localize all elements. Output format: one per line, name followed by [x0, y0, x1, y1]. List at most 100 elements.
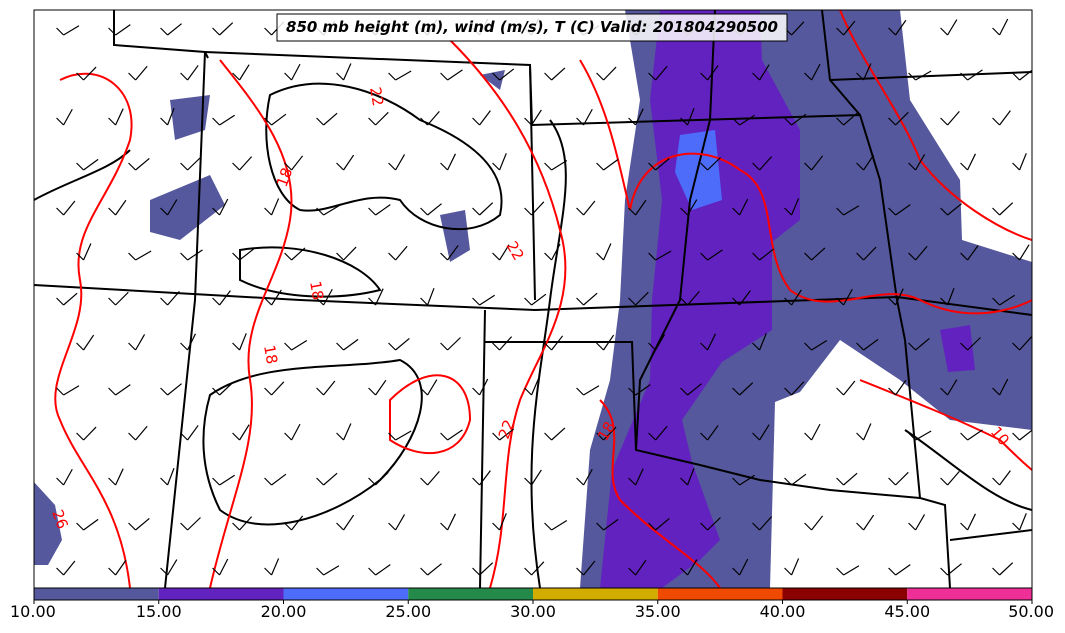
wind-barb — [791, 113, 807, 126]
wind-barb — [492, 252, 500, 261]
wind-barb — [576, 477, 584, 486]
wind-barb — [336, 342, 344, 351]
wind-barb — [76, 72, 84, 81]
wind-barb — [336, 162, 344, 171]
wind-barb — [992, 297, 1000, 306]
wind-barb — [388, 342, 396, 351]
wind-barb — [498, 153, 507, 171]
wind-barb — [284, 162, 292, 171]
wind-barb — [264, 567, 272, 576]
wind-barb — [791, 558, 800, 576]
wind-barb — [856, 522, 864, 531]
colorbar-tick-label: 40.00 — [760, 602, 806, 621]
wind-barb — [479, 378, 489, 396]
wind-barb — [784, 567, 792, 576]
wind-barb — [336, 252, 344, 261]
wind-barb — [440, 432, 448, 441]
wind-barb — [784, 117, 792, 126]
wind-barb — [759, 248, 775, 261]
wind-barb — [732, 387, 740, 396]
wind-barb — [388, 72, 396, 81]
wind-barb — [440, 342, 448, 351]
wind-barb — [811, 339, 828, 351]
wind-barb — [135, 334, 146, 351]
wind-barb — [56, 27, 64, 36]
wind-barb — [680, 117, 688, 126]
wind-barb — [1018, 153, 1027, 171]
wind-barb — [232, 342, 240, 351]
wind-barb — [420, 477, 428, 486]
wind-barb — [167, 291, 180, 306]
wind-barb — [544, 522, 552, 531]
wind-barb — [635, 559, 647, 576]
wind-barb — [368, 567, 376, 576]
wind-barb — [492, 522, 500, 531]
wind-barb — [739, 290, 751, 306]
wind-barb — [863, 338, 879, 351]
wind-barb — [628, 207, 636, 216]
wind-barb — [804, 342, 812, 351]
wind-barb — [999, 378, 1009, 396]
wind-barb — [316, 387, 324, 396]
wind-barb — [479, 202, 494, 216]
wind-barb — [940, 117, 948, 126]
wind-barb — [628, 117, 636, 126]
wind-barb — [603, 243, 612, 261]
wind-barb — [811, 247, 826, 261]
wind-barb — [479, 470, 491, 486]
wind-barb — [752, 522, 760, 531]
wind-barb — [635, 468, 644, 486]
wind-barb — [999, 470, 1011, 486]
colorbar: 10.00 15.00 20.00 25.00 30.00 35.00 40.00 45.00… — [10, 587, 1054, 621]
wind-barb — [187, 517, 201, 531]
wind-barb — [895, 471, 909, 486]
wind-barb — [115, 199, 127, 216]
wind-barb — [108, 297, 116, 306]
wind-barb — [395, 154, 406, 171]
wind-barb — [1012, 252, 1020, 261]
wind-barb — [836, 297, 844, 306]
wind-barb — [232, 162, 240, 171]
wind-barb — [947, 111, 960, 126]
wind-barb — [239, 516, 253, 531]
wind-barb — [999, 562, 1014, 576]
wind-barb — [291, 155, 304, 171]
wind-barb — [940, 387, 948, 396]
wind-barb — [447, 69, 463, 81]
wind-barb — [758, 333, 767, 351]
wind-barb — [323, 112, 338, 126]
wind-barb — [524, 297, 532, 306]
wind-barb — [583, 468, 593, 486]
wind-barb — [895, 19, 907, 36]
wind-barb — [759, 424, 770, 441]
wind-barb — [648, 72, 656, 81]
colorbar-tick-label: 30.00 — [510, 602, 556, 621]
wind-barb — [524, 477, 532, 486]
wind-barb — [863, 514, 875, 531]
wind-barb — [291, 515, 304, 531]
wind-barb — [576, 567, 584, 576]
wind-barb — [895, 379, 907, 396]
wind-barb — [596, 342, 604, 351]
wind-barb — [700, 522, 708, 531]
wind-barb — [856, 432, 864, 441]
wind-barb — [83, 66, 97, 81]
wind-barb — [239, 64, 250, 81]
wind-barb — [472, 297, 480, 306]
wind-barb — [648, 342, 656, 351]
wind-barb — [492, 72, 500, 81]
wind-barb — [732, 477, 740, 486]
wind-barb — [811, 515, 824, 531]
wind-barb — [732, 207, 740, 216]
wind-barb — [375, 379, 387, 396]
wind-barb — [427, 379, 438, 396]
wind-barb — [420, 297, 428, 306]
wind-barb — [316, 297, 324, 306]
wind-barb — [680, 567, 688, 576]
wind-barb — [264, 117, 272, 126]
wind-barb — [707, 333, 716, 351]
contour-label: 22 — [366, 86, 387, 108]
wind-barb — [388, 162, 396, 171]
wind-barb — [791, 289, 802, 306]
wind-barb — [888, 567, 896, 576]
